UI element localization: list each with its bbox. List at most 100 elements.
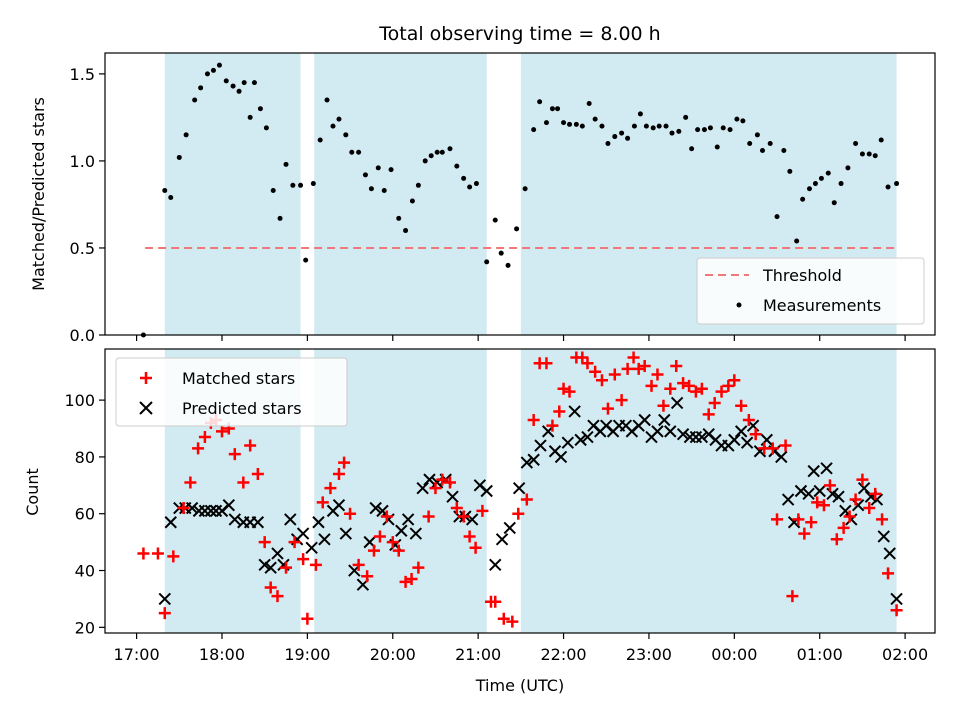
predicted-star-point xyxy=(271,547,284,560)
measurement-point xyxy=(701,127,707,133)
matched-stars-series xyxy=(137,351,903,628)
y-tick-label: 1.0 xyxy=(70,152,95,171)
legend-matched-label: Matched stars xyxy=(182,369,295,388)
measurement-point xyxy=(767,141,773,147)
measurement-point xyxy=(872,153,878,159)
measurement-point xyxy=(586,100,592,106)
predicted-star-point xyxy=(676,427,690,441)
measurement-point xyxy=(760,147,766,153)
matched-star-point xyxy=(749,428,762,441)
measurement-point xyxy=(310,181,316,187)
predicted-star-point xyxy=(561,436,575,449)
bottom-y-axis-label: Count xyxy=(23,468,42,516)
measurement-point xyxy=(561,120,567,126)
matched-star-point xyxy=(373,530,386,543)
y-tick-label: 40 xyxy=(75,562,95,581)
y-tick-label: 1.5 xyxy=(70,65,95,84)
predicted-star-point xyxy=(574,433,587,447)
matched-star-point xyxy=(830,533,843,546)
predicted-star-point xyxy=(251,516,265,529)
matched-star-point xyxy=(563,385,576,398)
matched-star-point xyxy=(297,553,310,566)
matched-star-point xyxy=(627,351,640,364)
measurement-point xyxy=(505,262,511,268)
top-legend: Threshold Measurements xyxy=(696,257,925,325)
matched-star-point xyxy=(742,414,755,426)
matched-star-point xyxy=(766,442,779,455)
matched-star-point xyxy=(258,536,271,549)
matched-star-point xyxy=(540,357,553,370)
predicted-star-point xyxy=(480,484,493,498)
matched-star-point xyxy=(392,544,405,557)
predicted-star-point xyxy=(164,516,177,529)
matched-star-point xyxy=(332,467,345,480)
matched-star-point xyxy=(489,595,502,608)
matched-star-point xyxy=(151,547,164,560)
measurement-point xyxy=(866,151,872,157)
predicted-star-point xyxy=(658,413,671,427)
shaded-interval xyxy=(314,53,487,335)
predicted-star-point xyxy=(416,481,429,495)
legend-measurements-label: Measurements xyxy=(763,296,881,315)
predicted-star-point xyxy=(204,504,218,518)
measurement-point xyxy=(461,175,467,181)
measurement-point xyxy=(695,127,701,133)
predicted-star-point xyxy=(312,516,325,529)
measurement-point xyxy=(650,125,656,131)
matched-star-point xyxy=(837,521,850,534)
predicted-star-point xyxy=(890,592,903,606)
top-axes-frame xyxy=(104,52,936,336)
measurement-point xyxy=(484,259,490,265)
matched-star-point xyxy=(581,357,594,370)
measurement-point xyxy=(727,127,733,133)
predicted-star-point xyxy=(495,533,509,546)
predicted-star-point xyxy=(794,484,808,498)
matched-star-point xyxy=(198,431,211,444)
measurement-point xyxy=(747,141,753,147)
predicted-star-point xyxy=(228,513,242,526)
matched-star-point xyxy=(367,544,380,557)
predicted-star-point xyxy=(222,498,236,512)
measurement-point xyxy=(656,123,662,129)
y-tick-label: 0.0 xyxy=(70,326,95,345)
measurement-point xyxy=(720,125,726,131)
matched-star-point xyxy=(843,510,856,523)
matched-star-point xyxy=(657,399,670,412)
matched-star-point xyxy=(352,558,365,571)
matched-star-point xyxy=(779,439,792,452)
predicted-star-point xyxy=(670,396,684,410)
measurement-point xyxy=(878,137,884,143)
measurement-point xyxy=(336,116,342,122)
matched-star-point xyxy=(184,476,197,489)
measurement-point xyxy=(689,146,695,152)
measurement-point xyxy=(434,149,440,155)
measurement-point xyxy=(498,250,504,256)
matched-star-point xyxy=(823,479,836,492)
x-tick-label: 20:00 xyxy=(370,645,416,664)
measurement-point xyxy=(277,215,283,221)
predicted-star-point xyxy=(296,527,310,540)
matched-star-point xyxy=(344,507,357,520)
matched-star-point xyxy=(361,570,374,583)
bottom-shaded-intervals xyxy=(164,349,897,633)
measurement-point xyxy=(643,123,649,129)
predicted-star-point xyxy=(695,430,709,444)
x-tick-label: 23:00 xyxy=(626,645,672,664)
matched-star-point xyxy=(876,513,889,526)
measurement-point xyxy=(263,125,269,131)
measurement-point xyxy=(454,163,460,169)
measurement-point xyxy=(669,130,675,136)
measurement-point xyxy=(894,181,900,187)
measurement-point xyxy=(676,128,682,134)
measurement-point xyxy=(204,71,210,77)
predicted-star-point xyxy=(446,490,459,503)
measurement-point xyxy=(794,238,800,244)
matched-star-point xyxy=(463,530,476,543)
matched-star-point xyxy=(798,527,811,540)
legend-predicted-swatch xyxy=(139,401,153,415)
measurement-point xyxy=(567,121,573,127)
matched-star-point xyxy=(324,482,337,495)
y-tick-label: 80 xyxy=(75,448,95,467)
measurement-point xyxy=(467,184,473,190)
predicted-star-point xyxy=(832,490,845,503)
